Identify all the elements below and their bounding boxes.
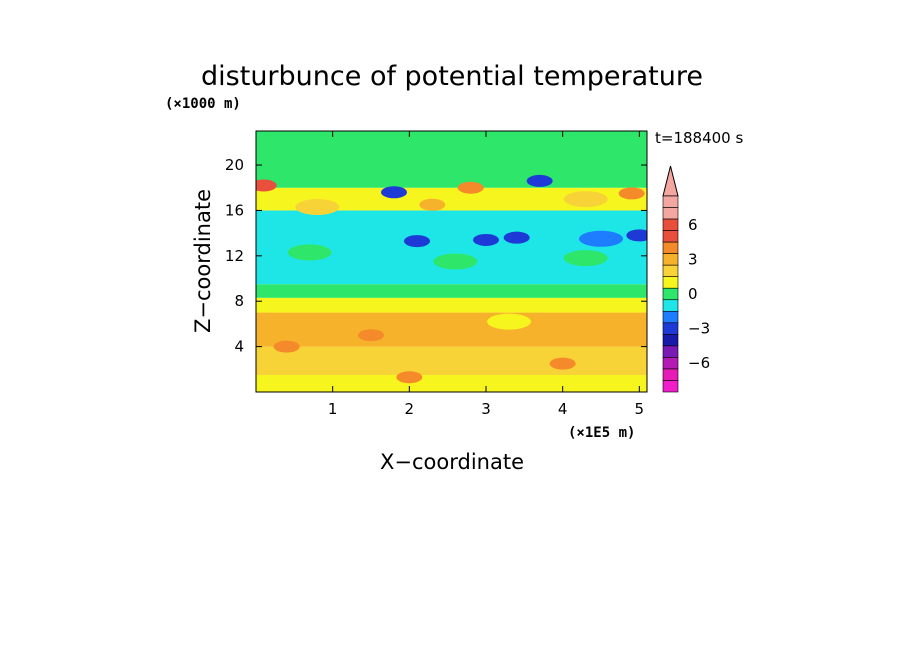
field-feature-7 — [473, 233, 499, 246]
colorbar-seg-12 — [662, 334, 679, 347]
colorbar-seg-7 — [662, 276, 679, 289]
colorbar-label-2: 0 — [688, 285, 698, 303]
y-axis-ticks: 4 8 12 16 20 — [225, 156, 647, 356]
colorbar-seg-8 — [662, 287, 679, 301]
field-feature-15 — [396, 371, 423, 384]
field-band-7 — [256, 131, 647, 188]
field-band-0 — [256, 374, 647, 392]
colorbar-label-0: 6 — [688, 216, 698, 234]
colorbar-seg-16 — [662, 380, 679, 393]
contour-field — [256, 131, 647, 392]
x-tick-label-4: 5 — [635, 400, 645, 418]
field-feature-11 — [381, 186, 407, 199]
field-feature-18 — [563, 250, 608, 267]
y-tick-label-2: 12 — [225, 247, 244, 265]
x-tick-label-3: 4 — [558, 400, 568, 418]
x-tick-label-1: 2 — [405, 400, 415, 418]
colorbar-seg-13 — [662, 345, 679, 358]
colorbar-seg-2 — [662, 218, 679, 231]
field-feature-13 — [358, 329, 384, 342]
time-label: t=188400 s — [655, 129, 743, 147]
field-band-2 — [256, 312, 647, 347]
y-tick-label-0: 4 — [234, 338, 244, 356]
y-tick-label-4: 20 — [225, 156, 244, 174]
plot-frame — [255, 130, 648, 393]
colorbar-label-4: −6 — [688, 354, 710, 372]
field-feature-6 — [404, 235, 430, 248]
field-feature-2 — [618, 187, 645, 200]
field-feature-4 — [419, 198, 446, 211]
field-feature-12 — [579, 230, 623, 247]
colorbar-seg-9 — [662, 299, 679, 312]
y-tick-label-3: 16 — [225, 201, 244, 219]
plot-area — [255, 130, 648, 393]
field-feature-17 — [433, 253, 478, 270]
colorbar-seg-0 — [662, 195, 679, 208]
colorbar-seg-1 — [662, 207, 679, 220]
x-axis-ticks: 1 2 3 4 5 — [328, 131, 644, 418]
field-feature-14 — [273, 340, 300, 353]
field-feature-8 — [503, 231, 530, 244]
x-tick-label-2: 3 — [481, 400, 491, 418]
field-band-4 — [256, 284, 647, 298]
colorbar-seg-3 — [662, 230, 679, 243]
field-feature-10 — [626, 229, 647, 242]
chart-title: disturbunce of potential temperature — [201, 61, 703, 92]
y-tick-label-1: 8 — [234, 292, 244, 310]
field-feature-19 — [287, 244, 332, 261]
y-axis-label: Z−coordinate — [191, 189, 215, 333]
x-unit-label: (×1E5 m) — [568, 425, 635, 441]
colorbar-seg-5 — [662, 253, 679, 266]
y-unit-label: (×1000 m) — [165, 96, 241, 112]
field-feature-16 — [549, 357, 576, 370]
field-band-1 — [256, 346, 647, 375]
field-band-3 — [256, 297, 647, 313]
field-feature-3 — [295, 199, 340, 216]
colorbar-label-3: −3 — [688, 320, 710, 338]
field-feature-9 — [526, 174, 553, 187]
colorbar-seg-10 — [662, 310, 679, 324]
colorbar-seg-14 — [662, 357, 679, 370]
colorbar: 6 3 0 −3 −6 — [662, 165, 710, 393]
colorbar-seg-11 — [662, 322, 679, 335]
colorbar-label-1: 3 — [688, 250, 698, 268]
field-band-6 — [256, 187, 647, 211]
field-feature-20 — [487, 313, 531, 330]
field-feature-0 — [256, 179, 277, 192]
colorbar-seg-15 — [662, 368, 679, 381]
field-feature-1 — [457, 181, 484, 194]
field-feature-5 — [563, 191, 608, 208]
x-axis-label: X−coordinate — [380, 450, 524, 474]
colorbar-seg-6 — [662, 264, 679, 278]
colorbar-extend-top — [662, 165, 679, 197]
colorbar-seg-4 — [662, 241, 679, 254]
x-tick-label-0: 1 — [328, 400, 338, 418]
